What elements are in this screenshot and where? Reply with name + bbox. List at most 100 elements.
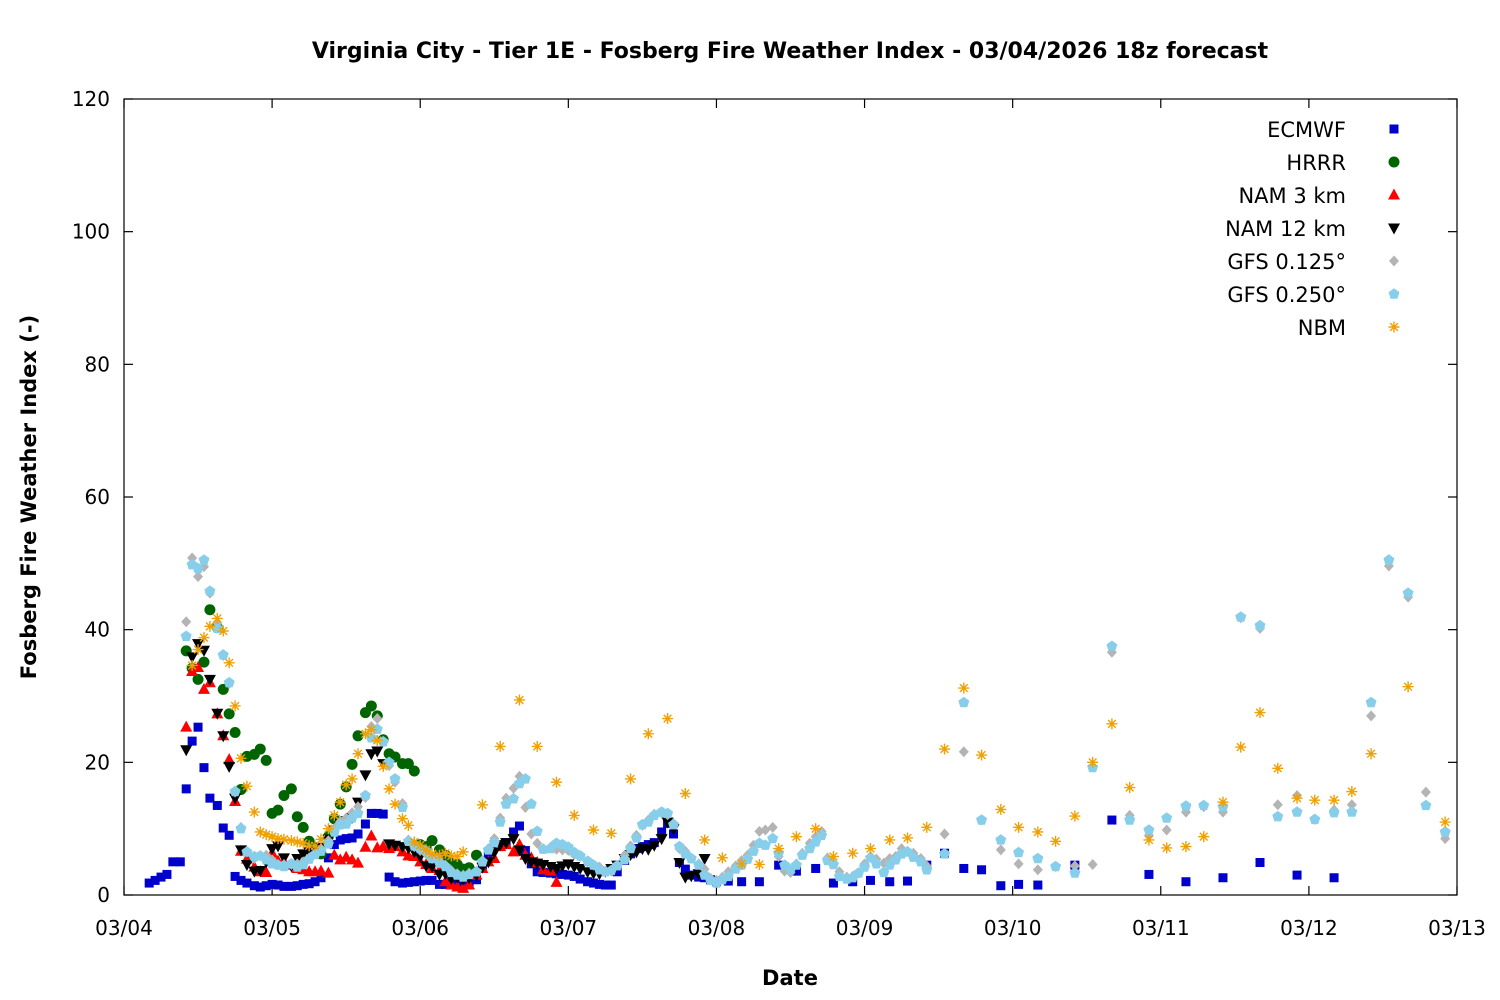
data-point: [205, 793, 215, 803]
data-point: [921, 864, 933, 875]
data-point: [223, 708, 235, 720]
data-point: [249, 881, 259, 891]
data-point: [508, 793, 519, 804]
data-point: [390, 877, 400, 887]
data-point: [402, 758, 414, 770]
data-point: [322, 838, 334, 849]
data-point: [1346, 806, 1358, 817]
data-point: [224, 830, 234, 840]
data-point: [266, 831, 278, 843]
data-point: [229, 700, 241, 712]
data-point: [907, 851, 919, 862]
data-point: [1291, 792, 1303, 804]
data-point: [223, 657, 235, 669]
data-point: [673, 840, 685, 852]
data-point: [365, 700, 377, 712]
data-point: [328, 848, 341, 860]
data-point: [537, 843, 549, 854]
data-point: [277, 853, 290, 865]
axis-ticks: 03/04 03/05 03/06 03/07 03/08 03/09 03/10 03/11…: [72, 87, 1486, 940]
data-point: [619, 854, 631, 865]
legend-marker: [1388, 288, 1400, 299]
data-point: [1420, 786, 1431, 798]
data-point: [1032, 864, 1043, 876]
data-point: [272, 833, 284, 845]
data-point: [439, 847, 451, 859]
data-point: [583, 877, 593, 887]
data-point: [716, 852, 728, 864]
data-point: [673, 857, 686, 869]
data-point: [1087, 756, 1099, 768]
data-point: [995, 803, 1007, 815]
data-point: [642, 728, 654, 740]
data-point: [297, 821, 309, 833]
data-point: [754, 877, 764, 887]
data-point: [212, 800, 222, 810]
data-point: [260, 829, 272, 841]
x-tick-label: 03/07: [540, 916, 598, 940]
data-point: [1069, 810, 1081, 822]
data-point: [414, 839, 426, 851]
data-point: [248, 806, 260, 818]
x-tick-label: 03/11: [1132, 916, 1190, 940]
data-point: [509, 827, 519, 837]
data-point: [309, 840, 321, 852]
data-point: [500, 798, 512, 809]
x-tick-label: 03/12: [1280, 916, 1338, 940]
data-point: [273, 880, 283, 890]
data-point: [605, 827, 617, 839]
data-point: [1365, 696, 1377, 708]
data-point: [371, 746, 384, 758]
data-point: [181, 616, 192, 628]
data-point: [162, 869, 172, 879]
x-tick-label: 03/10: [984, 916, 1042, 940]
data-points: [144, 552, 1451, 893]
data-point: [360, 819, 370, 829]
data-point: [575, 874, 585, 884]
data-point: [532, 867, 542, 877]
data-point: [426, 835, 438, 847]
data-point: [611, 860, 623, 871]
data-point: [261, 881, 271, 891]
data-point: [488, 836, 500, 848]
data-point: [197, 682, 210, 694]
data-point: [187, 736, 197, 746]
data-point: [1439, 816, 1451, 828]
data-point: [885, 877, 895, 887]
data-point: [550, 776, 562, 788]
data-point: [507, 834, 520, 846]
data-point: [365, 724, 377, 736]
data-point: [1107, 815, 1117, 825]
data-point: [939, 828, 950, 840]
data-point: [1365, 748, 1377, 760]
data-point: [722, 870, 734, 882]
legend-label: NBM: [1298, 316, 1346, 340]
series-6: [186, 612, 1451, 870]
data-point: [352, 856, 365, 868]
data-point: [1383, 554, 1395, 565]
data-point: [531, 740, 543, 752]
legend-marker: [1388, 156, 1400, 168]
data-point: [958, 746, 969, 758]
data-point: [229, 793, 242, 805]
data-point: [550, 875, 563, 887]
data-point: [186, 652, 199, 664]
plot-frame: [123, 98, 1458, 896]
data-point: [513, 694, 525, 706]
data-point: [796, 849, 808, 860]
data-point: [236, 875, 246, 885]
data-point: [267, 879, 277, 889]
data-point: [403, 877, 413, 887]
y-tick-label: 80: [85, 352, 110, 376]
legend-label: GFS 0.125°: [1227, 250, 1346, 274]
data-point: [642, 844, 655, 856]
data-point: [426, 848, 438, 860]
data-point: [606, 880, 616, 890]
data-point: [767, 832, 779, 844]
data-point: [285, 835, 297, 847]
data-point: [1402, 587, 1414, 598]
data-point: [383, 783, 395, 795]
data-point: [884, 834, 896, 846]
data-point: [513, 845, 526, 857]
data-point: [346, 853, 359, 865]
